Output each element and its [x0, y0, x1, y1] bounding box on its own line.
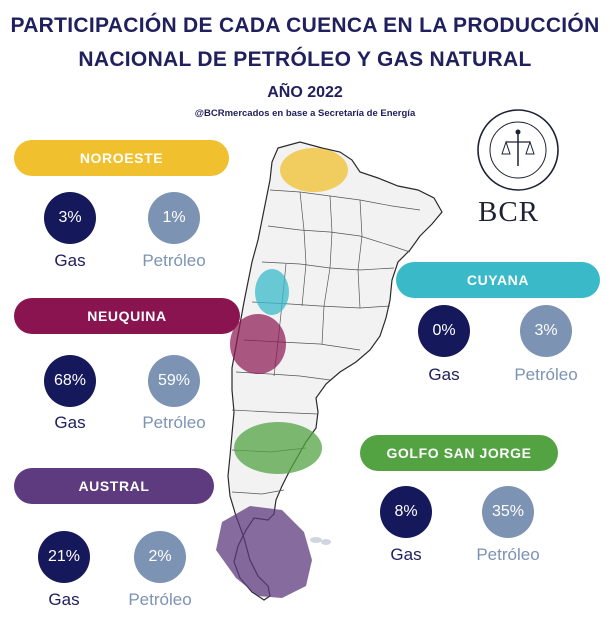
noroeste-gas-circle: 3%: [44, 192, 96, 244]
austral-basin: [216, 506, 312, 598]
noroeste-pill: NOROESTE: [14, 140, 229, 176]
title-line-1: PARTICIPACIÓN DE CADA CUENCA EN LA PRODU…: [10, 14, 600, 37]
austral-pill: AUSTRAL: [14, 468, 214, 504]
neuquina-oil-label: Petróleo: [142, 413, 206, 432]
golfo-san-jorge-pill: GOLFO SAN JORGE: [360, 435, 558, 471]
neuquina-oil-circle: 59%: [148, 355, 200, 407]
golfo-oil-circle: 35%: [482, 486, 534, 538]
cuyana-gas-circle: 0%: [418, 305, 470, 357]
golfo-oil-label: Petróleo: [476, 545, 540, 564]
neuquina-gas-circle: 68%: [44, 355, 96, 407]
austral-gas-circle: 21%: [38, 531, 90, 583]
austral-gas-label: Gas: [48, 590, 80, 609]
cuyana-gas-label: Gas: [428, 365, 460, 384]
neuquina-pill: NEUQUINA: [14, 298, 240, 334]
noroeste-oil-label: Petróleo: [142, 251, 206, 270]
year-label: AÑO 2022: [267, 84, 343, 101]
neuquina-basin: [230, 314, 286, 374]
austral-oil-circle: 2%: [134, 531, 186, 583]
cuyana-oil-label: Petróleo: [514, 365, 578, 384]
austral-oil-label: Petróleo: [128, 590, 192, 609]
cuyana-pill: CUYANA: [396, 262, 600, 298]
noroeste-gas-label: Gas: [54, 251, 86, 270]
noroeste-basin: [280, 148, 348, 192]
neuquina-gas-label: Gas: [54, 413, 86, 432]
golfo-gas-label: Gas: [390, 545, 422, 564]
golfo-basin: [234, 422, 322, 474]
bcr-logo-text: BCR: [478, 196, 540, 228]
golfo-gas-circle: 8%: [380, 486, 432, 538]
cuyana-basin: [255, 269, 289, 315]
title-line-2: NACIONAL DE PETRÓLEO Y GAS NATURAL: [78, 48, 532, 71]
source-credit: @BCRmercados en base a Secretaría de Ene…: [194, 108, 416, 119]
cuyana-oil-circle: 3%: [520, 305, 572, 357]
noroeste-oil-circle: 1%: [148, 192, 200, 244]
malvinas-islands: [310, 537, 331, 545]
bcr-seal-logo: [477, 109, 559, 191]
